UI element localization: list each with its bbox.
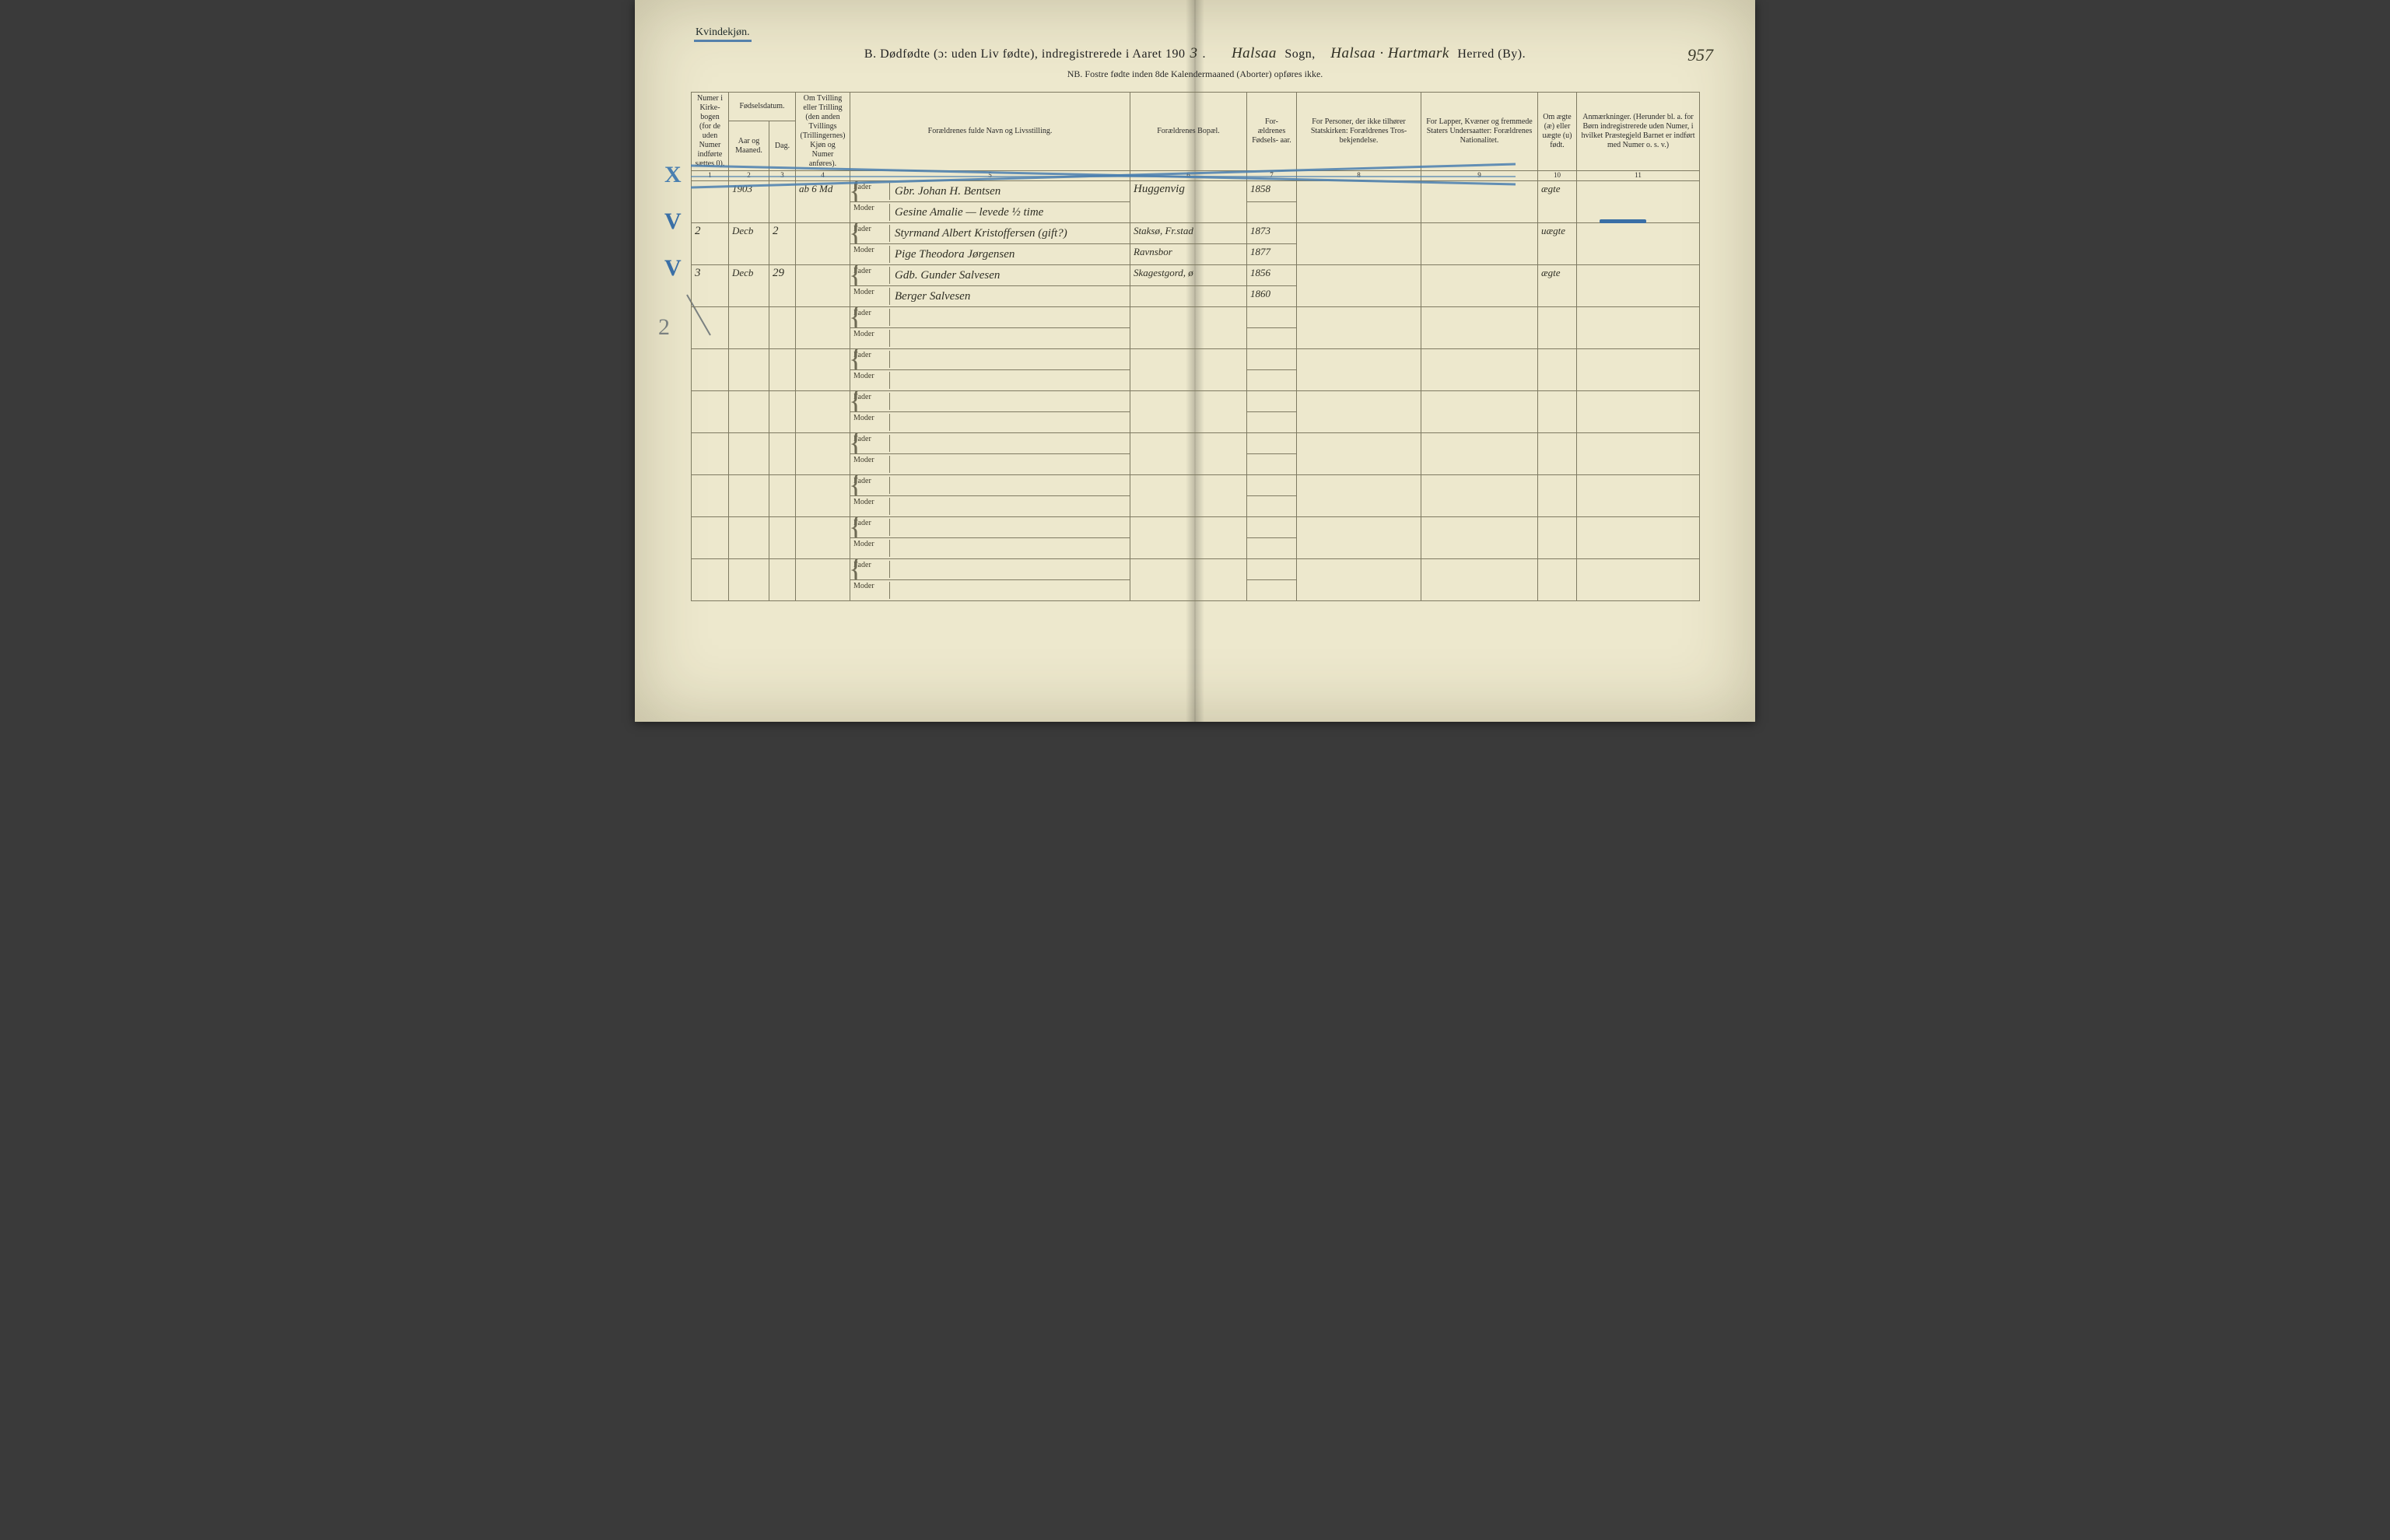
entry-tros	[1297, 265, 1421, 307]
year-handwritten: 3	[1185, 45, 1202, 61]
entry-tros	[1297, 181, 1421, 223]
entry-dag: 2	[769, 223, 796, 265]
entry-dag	[769, 181, 796, 223]
margin-mark-v-2: V	[664, 255, 682, 282]
entry-moder-navn: ModerBerger Salvesen	[850, 286, 1130, 307]
entry-aar: Decb	[729, 223, 769, 265]
title-line: B. Dødfødte (ɔ: uden Liv fødte), indregi…	[635, 45, 1755, 62]
entry-faar-f: 1858	[1247, 181, 1297, 202]
col-head-9: For Lapper, Kvæner og fremmede Staters U…	[1421, 93, 1538, 171]
pencil-two: 2	[658, 314, 670, 341]
entry-num	[692, 181, 729, 223]
empty-row: Fader	[692, 559, 1700, 580]
entry-bopael-f: Staksø, Fr.stad	[1130, 223, 1247, 244]
entry-anm	[1577, 223, 1700, 265]
herred-label: Herred (By).	[1457, 47, 1526, 61]
col-head-2: Fødselsdatum.	[729, 93, 796, 121]
col-head-1: Numer i Kirke- bogen (for de uden Numer …	[692, 93, 729, 171]
colnum: 4	[796, 171, 850, 181]
entry-fader-navn: FaderGdb. Gunder Salvesen	[850, 265, 1130, 286]
entry-moder-navn: ModerPige Theodora Jørgensen	[850, 244, 1130, 265]
table-body: 1903 ab 6 Md FaderGbr. Johan H. Bentsen …	[692, 181, 1700, 601]
entry-faar-m: 1860	[1247, 286, 1297, 307]
col-head-11: Anmærkninger. (Herunder bl. a. for Børn …	[1577, 93, 1700, 171]
entry-moder-navn: ModerGesine Amalie — levede ½ time	[850, 202, 1130, 223]
entry-1-fader: 1903 ab 6 Md FaderGbr. Johan H. Bentsen …	[692, 181, 1700, 202]
empty-row: Fader	[692, 349, 1700, 370]
sogn-value: Halsaa	[1227, 45, 1281, 61]
entry-faar-f: 1873	[1247, 223, 1297, 244]
entry-num: 3	[692, 265, 729, 307]
empty-row: Fader	[692, 517, 1700, 538]
col-head-7: For- ældrenes Fødsels- aar.	[1247, 93, 1297, 171]
col-head-10: Om ægte (æ) eller uægte (u) født.	[1538, 93, 1577, 171]
entry-num: 2	[692, 223, 729, 265]
entry-faar-f: 1856	[1247, 265, 1297, 286]
entry-anm	[1577, 265, 1700, 307]
colnum: 9	[1421, 171, 1538, 181]
col-head-5: Forældrenes fulde Navn og Livsstilling.	[850, 93, 1130, 171]
entry-dag: 29	[769, 265, 796, 307]
register-sheet: Kvindekjøn. 9 5 7 B. Dødfødte (ɔ: uden Liv…	[635, 0, 1755, 722]
entry-nat	[1421, 223, 1538, 265]
entry-bopael-m	[1130, 286, 1247, 307]
entry-bopael-f: Skagestgord, ø	[1130, 265, 1247, 286]
entry-bopael: Huggenvig	[1130, 181, 1247, 223]
colnum: 2	[729, 171, 769, 181]
entry-aar: 1903	[729, 181, 769, 223]
entry-faar-m: 1877	[1247, 244, 1297, 265]
entry-aegte: ægte	[1538, 265, 1577, 307]
colnum: 6	[1130, 171, 1247, 181]
entry-bopael-m: Ravnsbor	[1130, 244, 1247, 265]
entry-aegte: uægte	[1538, 223, 1577, 265]
entry-tros	[1297, 223, 1421, 265]
col-head-2b: Dag.	[769, 121, 796, 171]
col-head-4: Om Tvilling eller Trilling (den anden Tv…	[796, 93, 850, 171]
empty-row: Fader	[692, 307, 1700, 328]
entry-nat	[1421, 265, 1538, 307]
sogn-label: Sogn,	[1284, 47, 1315, 61]
column-number-row: 1 2 3 4 5 6 7 8 9 10 11	[692, 171, 1700, 181]
nb-line: NB. Fostre fødte inden 8de Kalendermaane…	[635, 68, 1755, 80]
sex-heading: Kvindekjøn.	[696, 26, 750, 39]
entry-tvilling: ab 6 Md	[796, 181, 850, 223]
herred-value: Halsaa · Hartmark	[1326, 45, 1454, 61]
entry-tvilling	[796, 265, 850, 307]
blue-dash-row2	[1600, 219, 1646, 223]
col-head-2a: Aar og Maaned.	[729, 121, 769, 171]
entry-fader-navn: FaderGbr. Johan H. Bentsen	[850, 181, 1130, 202]
colnum: 11	[1577, 171, 1700, 181]
colnum: 8	[1297, 171, 1421, 181]
col-head-6: Forældrenes Bopæl.	[1130, 93, 1247, 171]
entry-faar-m	[1247, 202, 1297, 223]
entry-anm	[1577, 181, 1700, 223]
colnum: 10	[1538, 171, 1577, 181]
entry-tvilling	[796, 223, 850, 265]
entry-aegte: ægte	[1538, 181, 1577, 223]
margin-mark-v: V	[664, 208, 682, 235]
entry-aar: Decb	[729, 265, 769, 307]
empty-row: Fader	[692, 433, 1700, 454]
colnum: 5	[850, 171, 1130, 181]
empty-row: Fader	[692, 391, 1700, 412]
colnum: 1	[692, 171, 729, 181]
empty-row: Fader	[692, 475, 1700, 496]
register-table: Numer i Kirke- bogen (for de uden Numer …	[691, 92, 1700, 601]
table-head: Numer i Kirke- bogen (for de uden Numer …	[692, 93, 1700, 181]
col-head-8: For Personer, der ikke tilhører Statskir…	[1297, 93, 1421, 171]
entry-2-fader: 2 Decb 2 FaderStyrmand Albert Kristoffer…	[692, 223, 1700, 244]
entry-fader-navn: FaderStyrmand Albert Kristoffersen (gift…	[850, 223, 1130, 244]
colnum: 7	[1247, 171, 1297, 181]
margin-mark-x: X	[664, 162, 682, 188]
entry-nat	[1421, 181, 1538, 223]
entry-3-fader: 3 Decb 29 FaderGdb. Gunder Salvesen Skag…	[692, 265, 1700, 286]
title-prefix: B. Dødfødte (ɔ: uden Liv fødte), indregi…	[864, 47, 1186, 61]
colnum: 3	[769, 171, 796, 181]
